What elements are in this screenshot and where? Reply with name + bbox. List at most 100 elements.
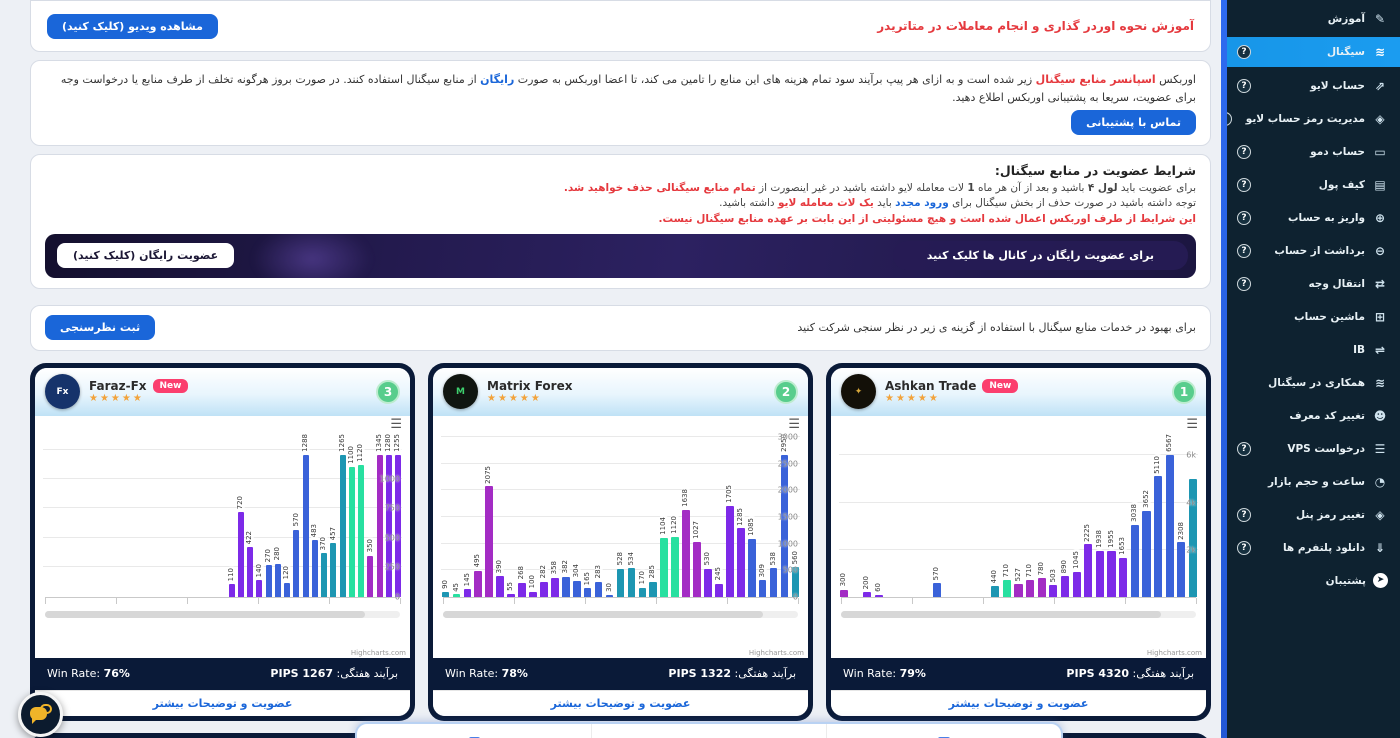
sidebar-item-deposit[interactable]: ⊕ واریز به حساب? — [1227, 201, 1400, 234]
chart-bar[interactable] — [627, 568, 636, 597]
chart-bar[interactable] — [1154, 476, 1163, 597]
chart-bar[interactable] — [496, 576, 504, 597]
chart-bar[interactable] — [452, 594, 461, 597]
chart-bar[interactable] — [726, 506, 734, 597]
chart-bar[interactable] — [704, 568, 712, 597]
chart-bar[interactable] — [932, 583, 942, 597]
chart-bar[interactable] — [485, 486, 494, 597]
chart-bar[interactable] — [1142, 510, 1151, 597]
chart-bar[interactable] — [395, 454, 402, 597]
sidebar-item-transfer[interactable]: ⇄ انتقال وجه? — [1227, 267, 1400, 300]
chart-bar[interactable] — [638, 587, 647, 597]
chart-scrollbar-thumb[interactable] — [443, 610, 763, 618]
sidebar-item-education[interactable]: ✎ آموزش — [1227, 2, 1400, 35]
chart-bar[interactable] — [274, 563, 281, 597]
chart-menu-icon[interactable]: ☰ — [788, 416, 800, 432]
chart-bar[interactable] — [367, 555, 374, 597]
chart-bar[interactable] — [1107, 550, 1116, 597]
chat-fab[interactable] — [18, 692, 63, 737]
chart-bar[interactable] — [474, 570, 483, 597]
chart-bar[interactable] — [507, 593, 515, 597]
free-membership-button[interactable]: عضویت رایگان (کلیک کنید) — [57, 243, 235, 269]
chart-bar[interactable] — [302, 454, 309, 597]
chart-bar[interactable] — [358, 464, 365, 597]
toolbar-inbox-button[interactable]: ✓ — [826, 724, 1061, 738]
help-badge[interactable]: ? — [1237, 540, 1251, 555]
chart-bar[interactable] — [1165, 454, 1174, 597]
chart-bar[interactable] — [583, 588, 592, 597]
chart-bar[interactable] — [256, 580, 263, 597]
chart-bar[interactable] — [572, 580, 581, 597]
chart-bar[interactable] — [376, 454, 383, 597]
chart-bar[interactable] — [671, 537, 679, 597]
sidebar-item-withdraw[interactable]: ⊖ برداشت از حساب? — [1227, 234, 1400, 267]
sidebar-item-download[interactable]: ⇓ دانلود پلتفرم ها? — [1227, 531, 1400, 564]
chart-menu-icon[interactable]: ☰ — [390, 416, 402, 432]
chart-bar[interactable] — [463, 589, 472, 597]
page-scrollbar[interactable] — [1221, 0, 1227, 738]
sidebar-item-demo-account[interactable]: ▭ حساب دمو? — [1227, 135, 1400, 168]
chart-bar[interactable] — [561, 576, 570, 597]
help-badge[interactable]: ? — [1237, 78, 1251, 93]
chart-bar[interactable] — [529, 591, 537, 597]
chart-bar[interactable] — [1095, 551, 1104, 597]
chart-scrollbar-thumb[interactable] — [45, 610, 365, 618]
sidebar-item-ib[interactable]: ⇌ IB — [1227, 333, 1400, 366]
contact-support-button[interactable]: تماس با پشتیبانی — [1071, 110, 1196, 136]
chart-scrollbar[interactable] — [45, 610, 400, 618]
chart-bar[interactable] — [715, 583, 723, 597]
watch-video-button[interactable]: مشاهده ویدیو (کلیک کنید) — [47, 13, 218, 39]
help-badge[interactable]: ? — [1227, 111, 1232, 126]
chart-bar[interactable] — [1060, 575, 1070, 597]
chart-bar[interactable] — [1002, 580, 1011, 597]
chart-bar[interactable] — [311, 539, 318, 597]
chart-bar[interactable] — [758, 580, 767, 597]
chart-bar[interactable] — [293, 529, 300, 597]
toolbar-drop-button[interactable] — [591, 724, 826, 738]
chart-bar[interactable] — [736, 528, 745, 597]
sidebar-item-calculator[interactable]: ⊞ ماشین حساب — [1227, 300, 1400, 333]
chart-bar[interactable] — [330, 542, 337, 597]
chart-bar[interactable] — [1072, 572, 1081, 597]
ordering-training-link[interactable]: آموزش نحوه اوردر گذاری و انجام معاملات د… — [877, 19, 1194, 33]
membership-banner[interactable]: عضویت رایگان (کلیک کنید) برای عضویت رایگ… — [45, 233, 1196, 278]
membership-details-link[interactable]: عضویت و توضیحات بیشتر — [831, 689, 1206, 716]
sidebar-item-wallet[interactable]: ▤ کیف پول? — [1227, 168, 1400, 201]
sidebar-item-referral[interactable]: ☻ تغییر کد معرف — [1227, 399, 1400, 432]
help-badge[interactable]: ? — [1237, 210, 1251, 225]
chart-bar[interactable] — [874, 594, 883, 597]
help-badge[interactable]: ? — [1237, 45, 1251, 59]
sidebar-item-collab[interactable]: ≋ همکاری در سیگنال — [1227, 366, 1400, 399]
sidebar-item-live-account[interactable]: ⇗ حساب لایو? — [1227, 69, 1400, 102]
chart-bar[interactable] — [660, 538, 669, 597]
help-badge[interactable]: ? — [1237, 276, 1251, 291]
chart-bar[interactable] — [791, 567, 800, 597]
chart-bar[interactable] — [1119, 557, 1128, 597]
sidebar-item-panel-password[interactable]: ◈ تغییر رمز پنل? — [1227, 498, 1400, 531]
help-badge[interactable]: ? — [1237, 243, 1251, 258]
help-badge[interactable]: ? — [1237, 177, 1251, 192]
chart-bar[interactable] — [228, 583, 235, 597]
help-badge[interactable]: ? — [1237, 507, 1251, 522]
chart-bar[interactable] — [991, 586, 1000, 597]
chart-bar[interactable] — [339, 454, 346, 597]
chart-bar[interactable] — [551, 577, 559, 597]
chart-bar[interactable] — [348, 467, 355, 597]
chart-bar[interactable] — [839, 589, 848, 597]
chart-bar[interactable] — [1014, 584, 1023, 597]
chart-bar[interactable] — [385, 454, 392, 597]
chart-bar[interactable] — [649, 581, 658, 597]
chart-bar[interactable] — [237, 512, 244, 597]
sidebar-item-signal[interactable]: ≋ سیگنال? — [1227, 37, 1400, 67]
chart-scrollbar[interactable] — [443, 610, 798, 618]
chart-bar[interactable] — [1025, 580, 1035, 597]
chart-scrollbar[interactable] — [841, 610, 1196, 618]
sidebar-item-clock[interactable]: ◔ ساعت و حجم بازار — [1227, 465, 1400, 498]
sidebar-item-password-live[interactable]: ◈ مدیریت رمز حساب لایو? — [1227, 102, 1400, 135]
chart-bar[interactable] — [284, 582, 291, 597]
chart-bar[interactable] — [769, 568, 778, 597]
chart-bar[interactable] — [780, 454, 789, 597]
sidebar-item-vps[interactable]: ☰ درخواست VPS? — [1227, 432, 1400, 465]
help-badge[interactable]: ? — [1237, 441, 1251, 456]
chart-bar[interactable] — [441, 592, 450, 597]
